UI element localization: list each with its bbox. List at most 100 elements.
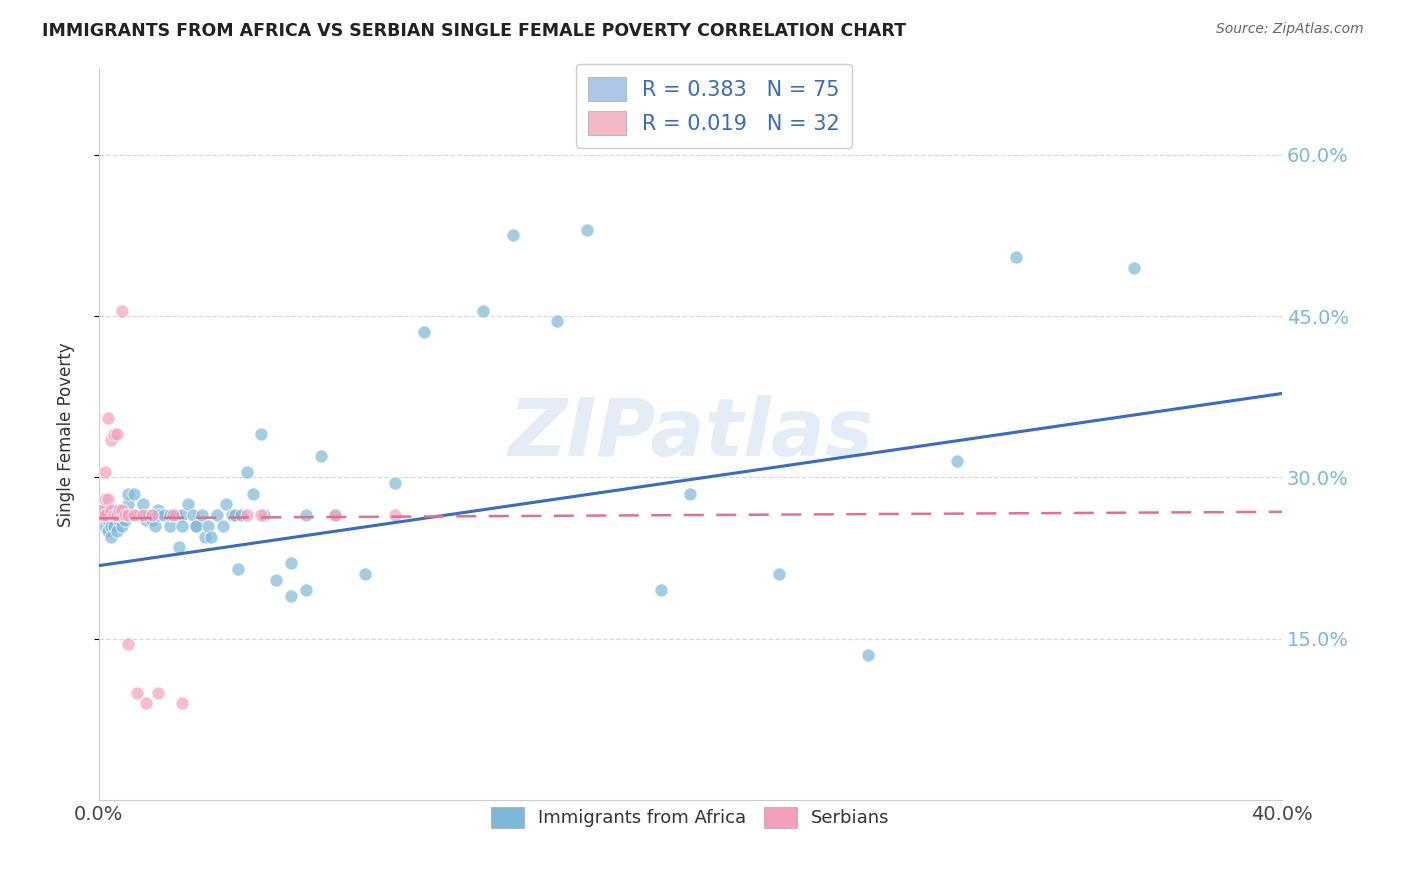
Point (105, 524, 128, 539)
Point (124, 508, 146, 522)
Point (159, 508, 181, 522)
Point (90, 508, 112, 522)
Point (650, 583, 672, 598)
Point (138, 508, 160, 522)
Point (100, 433, 122, 447)
Point (93, 508, 115, 522)
Point (141, 513, 163, 527)
Point (250, 427, 273, 442)
Point (325, 508, 347, 522)
Point (856, 648, 879, 662)
Point (200, 530, 222, 544)
Point (679, 486, 702, 500)
Point (215, 497, 238, 511)
Point (105, 508, 128, 522)
Point (235, 508, 257, 522)
Point (295, 583, 318, 598)
Point (768, 567, 790, 582)
Point (325, 508, 347, 522)
Point (108, 502, 131, 516)
Point (575, 223, 598, 237)
Point (117, 486, 139, 500)
Point (229, 508, 252, 522)
Point (165, 508, 187, 522)
Point (186, 518, 208, 533)
Point (90, 502, 112, 516)
Point (146, 502, 169, 516)
Point (105, 427, 128, 442)
Point (280, 557, 302, 571)
Point (97, 491, 120, 506)
Point (93, 491, 115, 506)
Point (280, 589, 302, 603)
Point (97, 524, 120, 539)
Point (183, 508, 205, 522)
Point (221, 508, 243, 522)
Point (90, 508, 112, 522)
Point (546, 314, 568, 328)
Point (111, 502, 134, 516)
Point (212, 518, 235, 533)
Point (384, 475, 406, 490)
Point (146, 685, 169, 699)
Point (93, 465, 115, 479)
Point (170, 697, 193, 711)
Point (194, 530, 217, 544)
Point (97, 411, 120, 425)
Point (162, 508, 184, 522)
Point (176, 497, 198, 511)
Text: Source: ZipAtlas.com: Source: ZipAtlas.com (1216, 22, 1364, 37)
Point (117, 497, 139, 511)
Point (167, 541, 190, 555)
Point (170, 508, 193, 522)
Point (226, 562, 249, 576)
Point (117, 637, 139, 651)
Point (945, 454, 967, 468)
Point (354, 567, 377, 582)
Point (205, 508, 228, 522)
Point (100, 502, 122, 516)
Legend: Immigrants from Africa, Serbians: Immigrants from Africa, Serbians (484, 800, 897, 835)
Point (1123, 260, 1146, 275)
Point (103, 518, 125, 533)
Point (250, 508, 273, 522)
Point (264, 573, 287, 587)
Y-axis label: Single Female Poverty: Single Female Poverty (58, 342, 75, 526)
Point (127, 508, 149, 522)
Point (224, 508, 246, 522)
Point (108, 502, 131, 516)
Point (309, 449, 332, 463)
Point (132, 497, 155, 511)
Point (143, 518, 166, 533)
Point (127, 685, 149, 699)
Point (93, 518, 115, 533)
Point (114, 508, 136, 522)
Point (105, 508, 128, 522)
Point (141, 508, 163, 522)
Point (235, 465, 257, 479)
Point (197, 518, 219, 533)
Point (103, 427, 125, 442)
Point (111, 518, 134, 533)
Point (111, 303, 134, 318)
Point (159, 518, 181, 533)
Point (502, 228, 524, 243)
Point (100, 518, 122, 533)
Point (170, 518, 193, 533)
Point (93, 502, 115, 516)
Point (253, 508, 276, 522)
Point (242, 486, 264, 500)
Point (108, 513, 131, 527)
Text: IMMIGRANTS FROM AFRICA VS SERBIAN SINGLE FEMALE POVERTY CORRELATION CHART: IMMIGRANTS FROM AFRICA VS SERBIAN SINGLE… (42, 22, 907, 40)
Point (186, 518, 208, 533)
Point (146, 508, 169, 522)
Point (117, 508, 139, 522)
Point (384, 508, 406, 522)
Point (135, 697, 157, 711)
Point (135, 513, 157, 527)
Point (111, 508, 134, 522)
Point (132, 508, 155, 522)
Point (153, 508, 176, 522)
Point (295, 508, 318, 522)
Point (97, 513, 120, 527)
